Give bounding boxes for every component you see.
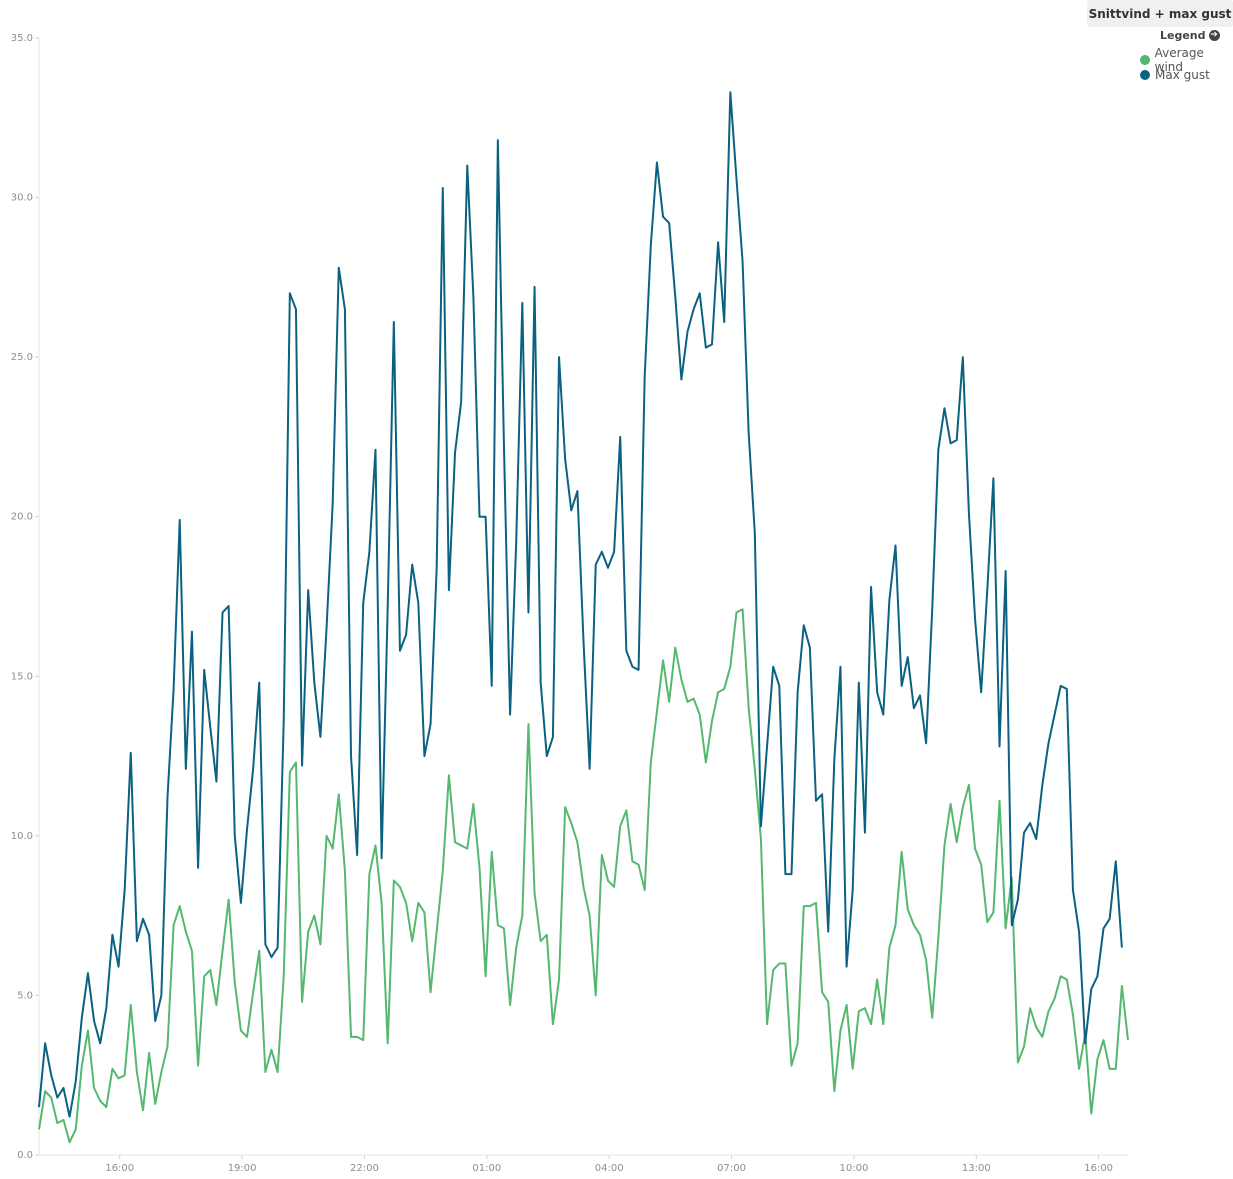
x-axis-ticks: 16:00 19:00 22:00 01:00 04:00 07:00 10:00 13:00… — [105, 1155, 1113, 1174]
arrow-right-icon: ➔ — [1208, 30, 1220, 41]
series-line-max-gust — [38, 91, 1123, 1118]
y-tick-label: 10.0 — [11, 831, 33, 842]
x-tick-label: 22:00 — [350, 1163, 379, 1174]
average-wind-dot-icon — [1140, 55, 1150, 65]
x-tick-label: 16:00 — [1084, 1163, 1113, 1174]
x-tick-label: 01:00 — [472, 1163, 501, 1174]
series-layer — [38, 91, 1129, 1144]
x-tick-label: 04:00 — [595, 1163, 624, 1174]
legend-item-average-wind[interactable]: Average wind — [1140, 46, 1233, 74]
legend-label: Average wind — [1154, 46, 1204, 74]
y-tick-label: 35.0 — [11, 33, 33, 44]
y-tick-label: 5.0 — [17, 990, 33, 1001]
legend-label: Max gust — [1155, 68, 1210, 82]
y-tick-label: 0.0 — [17, 1150, 33, 1161]
x-tick-label: 16:00 — [105, 1163, 134, 1174]
y-tick-label: 20.0 — [11, 512, 33, 523]
x-tick-label: 07:00 — [717, 1163, 746, 1174]
x-tick-label: 19:00 — [228, 1163, 257, 1174]
panel-title-box: Snittvind + max gust — [1087, 0, 1233, 27]
y-tick-label: 15.0 — [11, 671, 33, 682]
y-axis-ticks: 0.0 5.0 10.0 15.0 20.0 25.0 30.0 35.0 — [11, 33, 39, 1161]
legend-heading: Legend — [1160, 29, 1206, 42]
y-tick-label: 25.0 — [11, 352, 33, 363]
panel-title: Snittvind + max gust — [1088, 6, 1232, 21]
series-line-average-wind — [38, 608, 1129, 1144]
legend-item-max-gust[interactable]: Max gust — [1140, 68, 1210, 82]
x-tick-label: 10:00 — [840, 1163, 869, 1174]
max-gust-dot-icon — [1140, 70, 1150, 80]
x-tick-label: 13:00 — [962, 1163, 991, 1174]
y-tick-label: 30.0 — [11, 193, 33, 204]
legend-toggle[interactable]: Legend ➔ — [1160, 29, 1220, 42]
